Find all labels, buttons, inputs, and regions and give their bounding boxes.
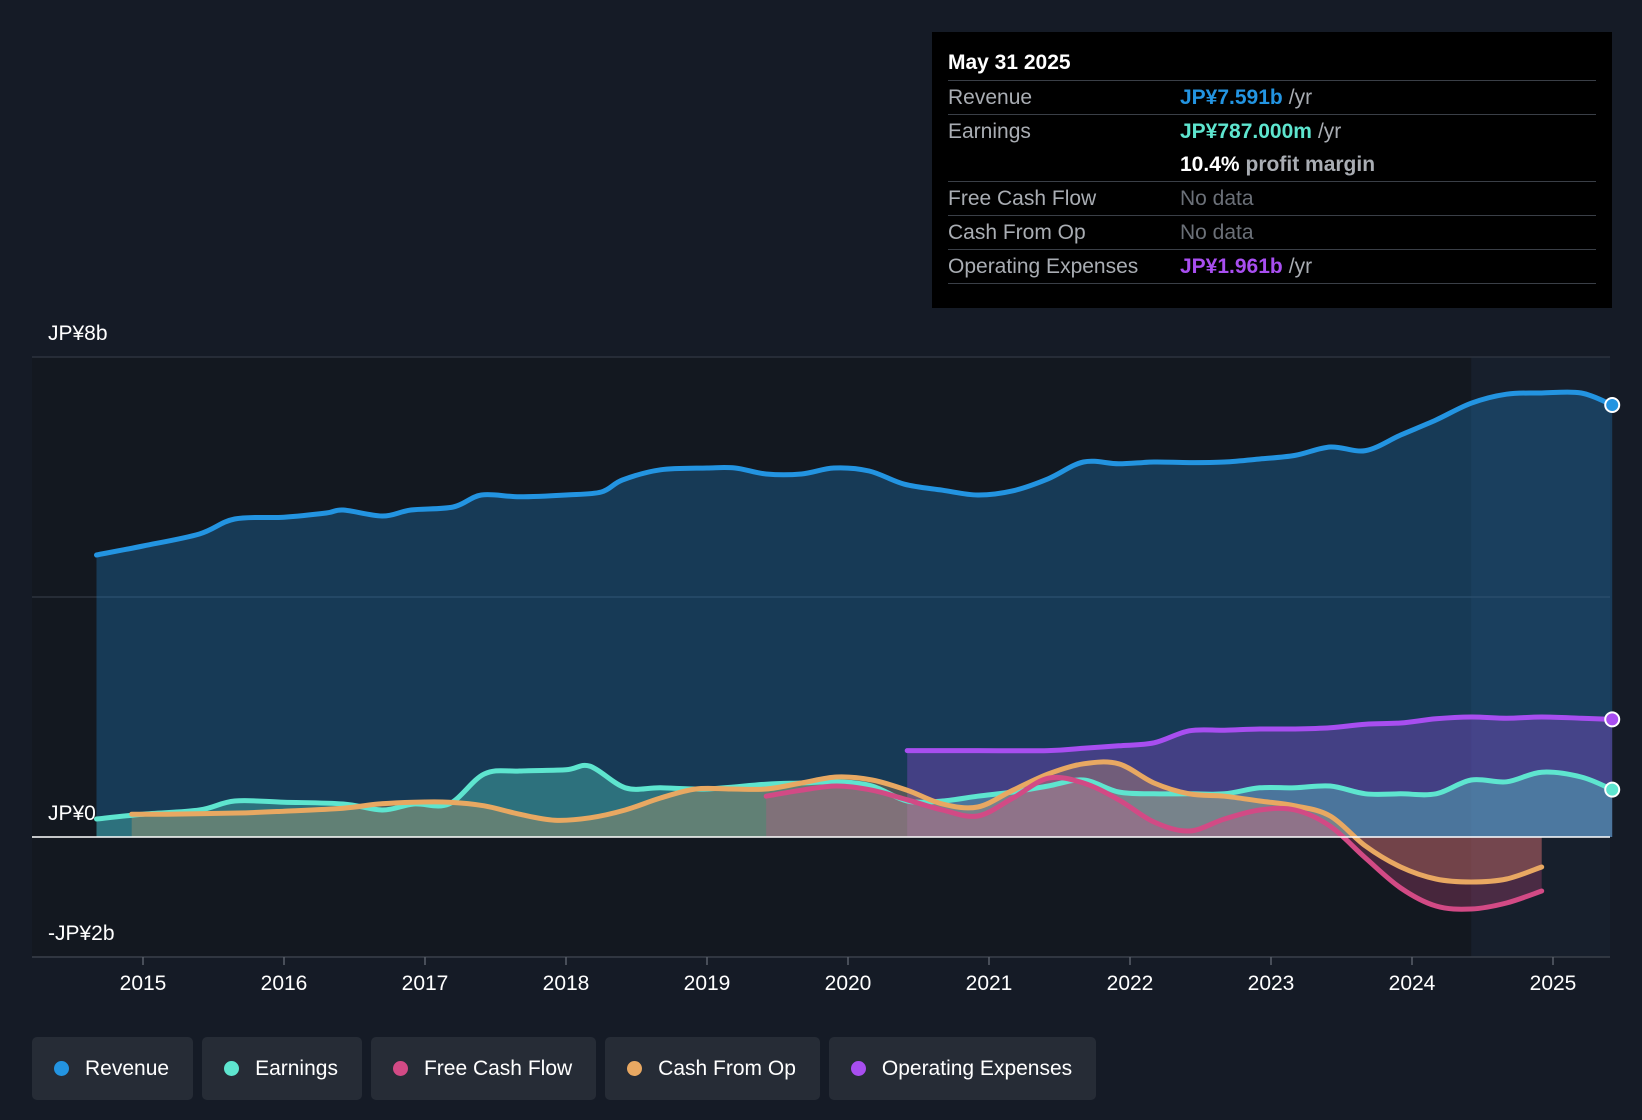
legend-dot-icon — [54, 1061, 69, 1076]
legend-item-revenue[interactable]: Revenue — [32, 1037, 194, 1100]
y-tick-label: JP¥0 — [48, 802, 96, 825]
gridlines — [32, 356, 1610, 958]
tooltip-label: Free Cash Flow — [948, 186, 1097, 210]
y-tick-label: -JP¥2b — [48, 922, 115, 945]
line-cfo — [129, 759, 1545, 885]
y-tick-label: JP¥8b — [48, 322, 108, 345]
tooltip-value: No data — [1180, 186, 1254, 210]
end-marker-opex — [1604, 711, 1621, 728]
tooltip-label: Earnings — [948, 119, 1031, 143]
tooltip-value: JP¥7.591b — [1180, 85, 1283, 109]
tooltip-row-revenue: Revenue JP¥7.591b /yr — [948, 80, 1596, 114]
line-fcf — [763, 774, 1545, 912]
tooltip-value: No data — [1180, 220, 1254, 244]
legend: Revenue Earnings Free Cash Flow Cash Fro… — [32, 1037, 1097, 1100]
tooltip-row-earnings: Earnings JP¥787.000m /yr — [948, 114, 1596, 148]
x-tick-label: 2021 — [966, 972, 1013, 995]
legend-dot-icon — [627, 1061, 643, 1076]
area-fcf — [766, 777, 1542, 910]
legend-dot-icon — [392, 1061, 408, 1076]
highlight-band — [1471, 357, 1610, 957]
tooltip-row-operating-expenses: Operating Expenses JP¥1.961b /yr — [948, 249, 1596, 284]
legend-item-earnings[interactable]: Earnings — [202, 1037, 362, 1100]
legend-label: Free Cash Flow — [423, 1056, 573, 1080]
tooltip-value: 10.4% — [1180, 152, 1240, 176]
line-opex — [904, 714, 1615, 754]
tooltip-date: May 31 2025 — [948, 51, 1071, 74]
legend-label: Cash From Op — [658, 1056, 796, 1080]
x-axis-labels: 2015 2016 2017 2018 2019 2020 2021 2022 2023 2024… — [120, 957, 1577, 995]
y-axis-labels: JP¥8b JP¥0 -JP¥2b — [48, 322, 115, 945]
tooltip-row-profit-margin: 10.4% profit margin — [948, 148, 1596, 181]
series-areas — [96, 392, 1613, 910]
legend-label: Operating Expenses — [881, 1056, 1073, 1080]
tooltip-label: Revenue — [948, 85, 1033, 109]
tooltip-row-free-cash-flow: Free Cash Flow No data — [948, 181, 1596, 215]
tooltip-value: JP¥787.000m — [1180, 119, 1312, 143]
area-revenue — [96, 392, 1613, 837]
area-cfo — [131, 761, 1542, 882]
end-markers — [1604, 397, 1621, 798]
tooltip-unit: profit margin — [1245, 152, 1376, 176]
area-opex — [907, 716, 1613, 837]
line-revenue — [94, 389, 1615, 558]
tooltip-value: JP¥1.961b — [1180, 254, 1283, 278]
tooltip-unit: /yr — [1288, 254, 1313, 278]
legend-item-operating-expenses[interactable]: Operating Expenses — [828, 1037, 1097, 1100]
x-tick-label: 2022 — [1107, 972, 1154, 995]
legend-dot-icon — [224, 1061, 240, 1076]
end-marker-earnings — [1604, 781, 1621, 798]
x-tick-label: 2020 — [825, 972, 872, 995]
tooltip-unit: /yr — [1317, 119, 1342, 143]
tooltip-unit: /yr — [1288, 85, 1313, 109]
legend-label: Earnings — [255, 1056, 338, 1080]
series-lines — [94, 389, 1615, 912]
x-tick-label: 2017 — [402, 972, 449, 995]
x-tick-label: 2019 — [684, 972, 731, 995]
x-tick-label: 2015 — [120, 972, 167, 995]
legend-dot-icon — [850, 1061, 866, 1076]
tooltip-row-cash-from-op: Cash From Op No data — [948, 215, 1596, 249]
end-marker-revenue — [1604, 397, 1621, 413]
tooltip-panel: May 31 2025 Revenue JP¥7.591b /yr Earnin… — [932, 32, 1612, 308]
x-tick-label: 2024 — [1389, 972, 1436, 995]
x-tick-label: 2016 — [261, 972, 308, 995]
plot-area — [32, 357, 1610, 957]
legend-item-free-cash-flow[interactable]: Free Cash Flow — [370, 1037, 597, 1100]
x-tick-label: 2018 — [543, 972, 590, 995]
x-tick-label: 2023 — [1248, 972, 1295, 995]
legend-label: Revenue — [85, 1056, 170, 1080]
x-tick-label: 2025 — [1530, 972, 1577, 995]
legend-item-cash-from-op[interactable]: Cash From Op — [605, 1037, 820, 1100]
tooltip-label: Cash From Op — [948, 220, 1086, 244]
tooltip-label: Operating Expenses — [948, 254, 1139, 278]
